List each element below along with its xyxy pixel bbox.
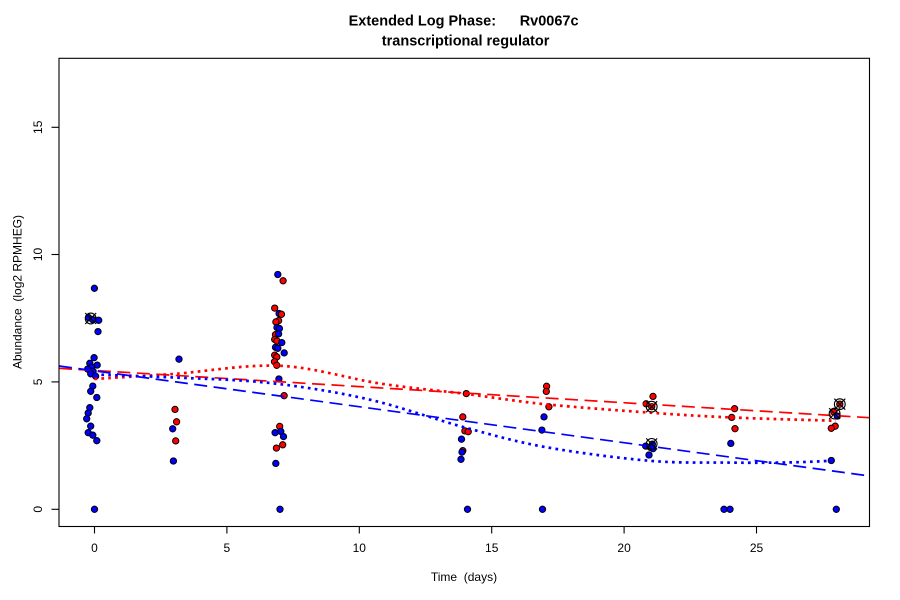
svg-text:0: 0 [31, 506, 45, 513]
svg-text:transcriptional regulator: transcriptional regulator [382, 33, 550, 49]
svg-text:0: 0 [91, 541, 98, 555]
svg-text:25: 25 [750, 541, 764, 555]
svg-text:15: 15 [31, 120, 45, 134]
svg-text:20: 20 [617, 541, 631, 555]
svg-text:Time (days): Time (days) [431, 570, 497, 584]
svg-text:5: 5 [31, 378, 45, 385]
svg-text:Extended Log Phase:: Extended Log Phase: [349, 14, 496, 30]
svg-text:Abundance (log2 RPMHEG): Abundance (log2 RPMHEG) [11, 215, 25, 369]
svg-text:10: 10 [353, 541, 367, 555]
svg-text:5: 5 [224, 541, 231, 555]
svg-text:Rv0067c: Rv0067c [520, 14, 579, 30]
svg-text:15: 15 [485, 541, 499, 555]
svg-text:10: 10 [31, 248, 45, 262]
